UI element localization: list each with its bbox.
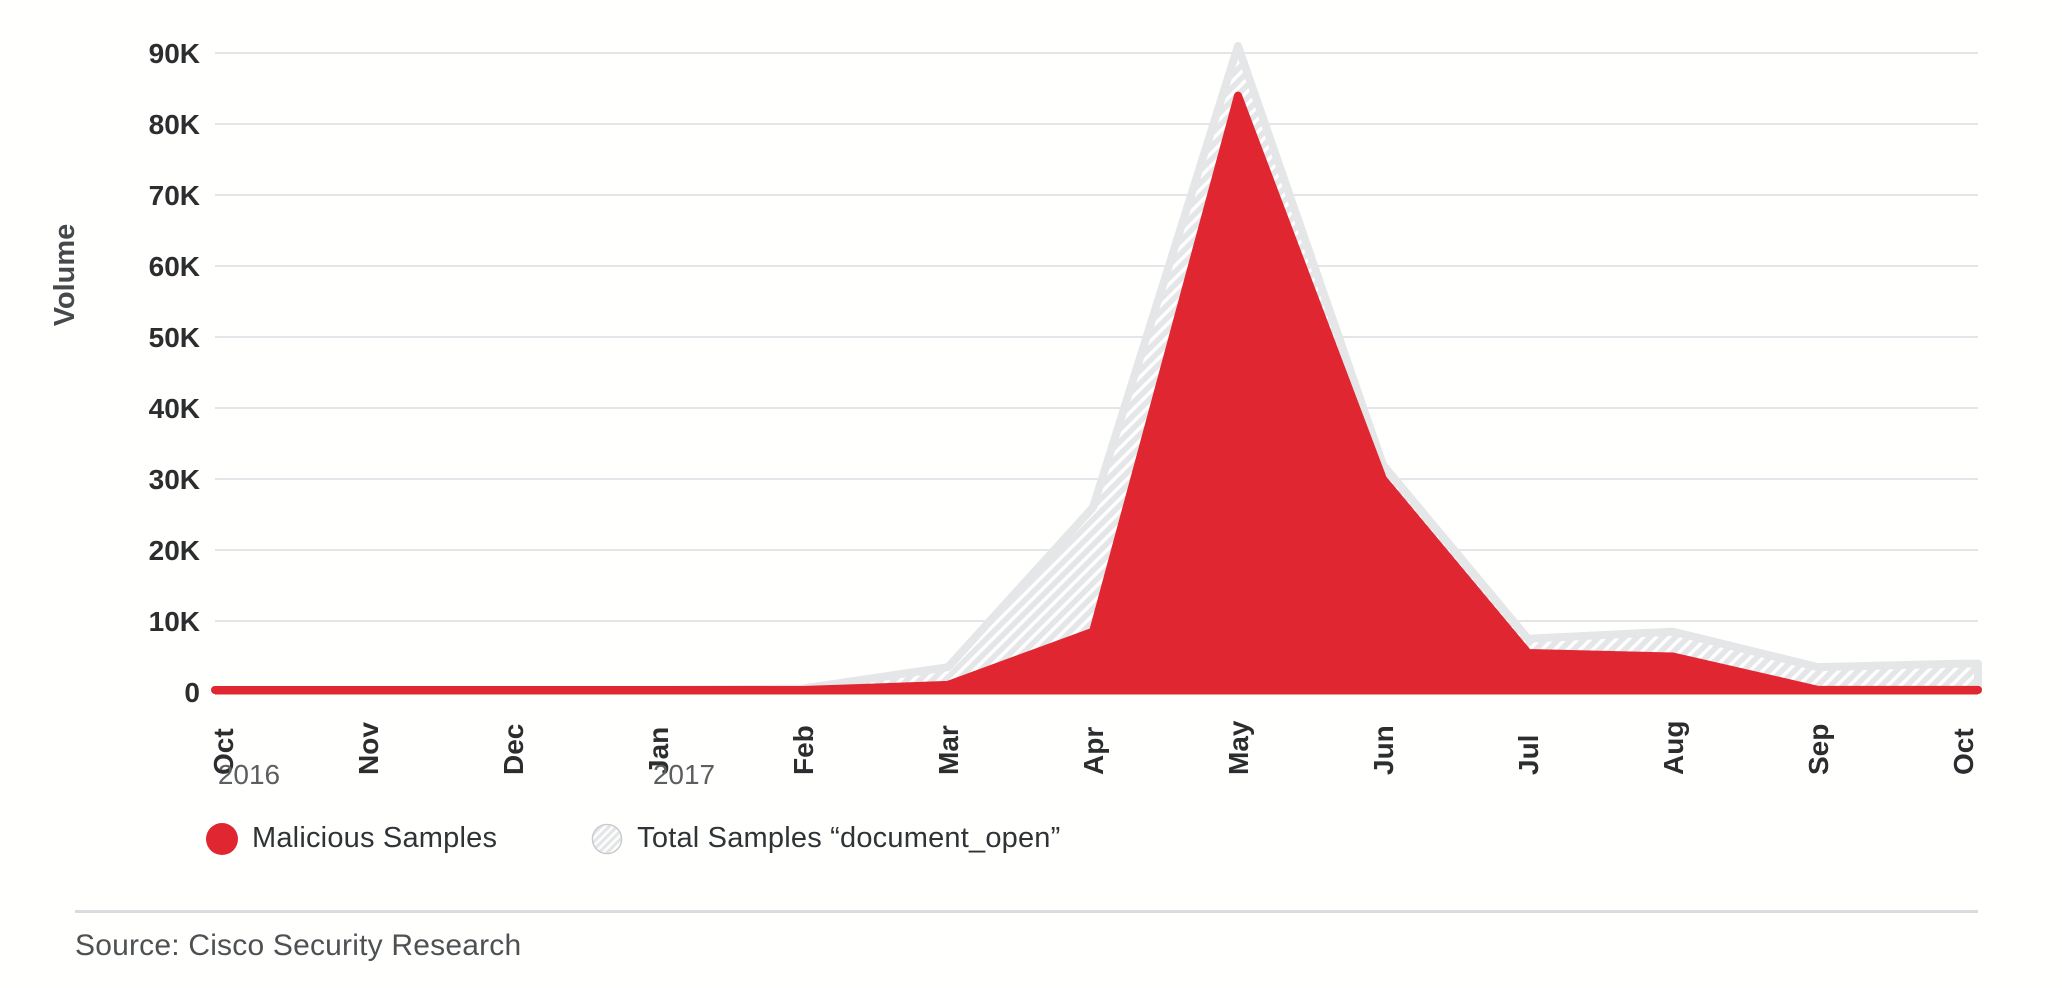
y-axis-tick-labels: 0 10K 20K 30K 40K 50K 60K 70K 80K 90K xyxy=(149,38,200,708)
y-tick-label: 70K xyxy=(149,180,200,211)
y-tick-label: 30K xyxy=(149,464,200,495)
chart-legend: Malicious Samples Total Samples “documen… xyxy=(206,822,1060,855)
area-chart: 0 10K 20K 30K 40K 50K 60K 70K 80K 90K Oct Nov Dec Ja… xyxy=(49,38,1982,790)
area-series xyxy=(211,41,1982,694)
x-tick-label: Mar xyxy=(933,725,964,775)
y-axis-title: Volume xyxy=(49,224,81,327)
source-attribution: Source: Cisco Security Research xyxy=(75,929,522,962)
y-tick-label: 60K xyxy=(149,251,200,282)
x-tick-label: Dec xyxy=(498,724,529,775)
y-tick-label: 50K xyxy=(149,322,200,353)
gridlines xyxy=(215,52,1978,622)
y-tick-label: 0 xyxy=(184,677,200,708)
x-tick-label: Oct xyxy=(208,728,239,775)
legend-item-malicious-samples: Malicious Samples xyxy=(206,822,497,855)
x-year-label: 2017 xyxy=(653,759,715,790)
x-tick-label: Jan xyxy=(643,727,674,775)
y-tick-label: 40K xyxy=(149,393,200,424)
y-tick-label: 80K xyxy=(149,109,200,140)
y-tick-label: 90K xyxy=(149,38,200,69)
footer-divider xyxy=(75,910,1978,913)
legend-label-malicious-samples: Malicious Samples xyxy=(252,822,498,854)
x-tick-label: Sep xyxy=(1803,724,1834,775)
legend-label-total-samples: Total Samples “document_open” xyxy=(637,822,1061,854)
x-year-label: 2016 xyxy=(218,759,280,790)
x-tick-label: Nov xyxy=(353,722,384,775)
x-tick-label: Jun xyxy=(1368,725,1399,775)
x-axis-month-labels: Oct Nov Dec Jan Feb Mar Apr May Jun Jul Aug Sep Oct xyxy=(208,720,1979,775)
hatched-circle-icon xyxy=(591,823,623,854)
total-samples-area xyxy=(211,41,1982,694)
x-tick-label: Aug xyxy=(1658,721,1689,775)
x-tick-label: Feb xyxy=(788,725,819,775)
y-tick-label: 10K xyxy=(149,606,200,637)
x-tick-label: Apr xyxy=(1078,727,1109,775)
legend-item-total-samples: Total Samples “document_open” xyxy=(591,822,1060,855)
x-tick-label: May xyxy=(1223,720,1254,775)
y-tick-label: 20K xyxy=(149,535,200,566)
x-tick-label: Jul xyxy=(1513,735,1544,775)
red-circle-icon xyxy=(206,822,238,855)
x-axis-year-labels: 2016 2017 xyxy=(218,759,715,790)
x-tick-label: Oct xyxy=(1948,728,1979,775)
